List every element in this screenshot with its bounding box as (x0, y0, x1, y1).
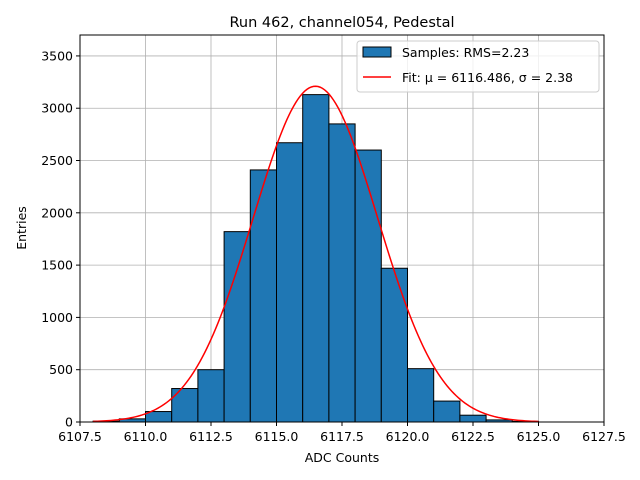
x-axis-label: ADC Counts (305, 450, 380, 465)
y-tick-label-1: 500 (49, 362, 73, 377)
histogram-bar-2 (145, 411, 173, 423)
x-tick-label-8: 6127.5 (582, 429, 626, 444)
x-tick-label-6: 6122.5 (451, 429, 495, 444)
x-tick-label-3: 6115.0 (255, 429, 299, 444)
y-tick-label-0: 0 (65, 415, 73, 430)
x-tick-label-0: 6107.5 (58, 429, 102, 444)
fit-curve (93, 85, 539, 423)
x-tick-label-1: 6110.0 (124, 429, 168, 444)
legend-swatch-samples (362, 46, 392, 58)
histogram-bar-5 (223, 231, 251, 423)
y-tick-label-5: 2500 (41, 153, 73, 168)
chart-title: Run 462, channel054, Pedestal (229, 15, 454, 31)
y-axis-label: Entries (14, 206, 29, 250)
legend: Samples: RMS=2.23 Fit: μ = 6116.486, σ =… (356, 40, 600, 93)
x-tick-label-2: 6112.5 (189, 429, 233, 444)
histogram-bars (92, 94, 539, 423)
histogram-bar-11 (380, 267, 408, 423)
histogram-bar-13 (433, 400, 461, 423)
y-tick-label-6: 3000 (41, 101, 73, 116)
y-tick-label-2: 1000 (41, 310, 73, 325)
histogram-bar-9 (328, 123, 356, 423)
y-axis-ticks: 0 500 1000 1500 2000 2500 3000 3500 (41, 48, 80, 430)
histogram-bar-6 (249, 169, 278, 423)
histogram-bar-4 (197, 369, 225, 423)
legend-label-fit: Fit: μ = 6116.486, σ = 2.38 (402, 70, 573, 85)
x-tick-label-5: 6120.0 (386, 429, 430, 444)
histogram-bar-12 (407, 368, 435, 423)
legend-box (356, 40, 600, 93)
y-tick-label-7: 3500 (41, 48, 73, 63)
histogram-bar-14 (459, 414, 487, 423)
histogram-bar-3 (171, 388, 199, 423)
histogram-bar-8 (302, 94, 330, 423)
y-tick-label-3: 1500 (41, 258, 73, 273)
legend-label-samples: Samples: RMS=2.23 (402, 45, 529, 60)
x-tick-label-7: 6125.0 (517, 429, 561, 444)
histogram-bar-10 (354, 149, 382, 423)
y-tick-label-4: 2000 (41, 205, 73, 220)
x-tick-label-4: 6117.5 (320, 429, 364, 444)
x-axis-ticks: 6107.5 6110.0 6112.5 6115.0 6117.5 6120.0 6122… (58, 422, 626, 444)
histogram-bar-7 (276, 142, 304, 423)
